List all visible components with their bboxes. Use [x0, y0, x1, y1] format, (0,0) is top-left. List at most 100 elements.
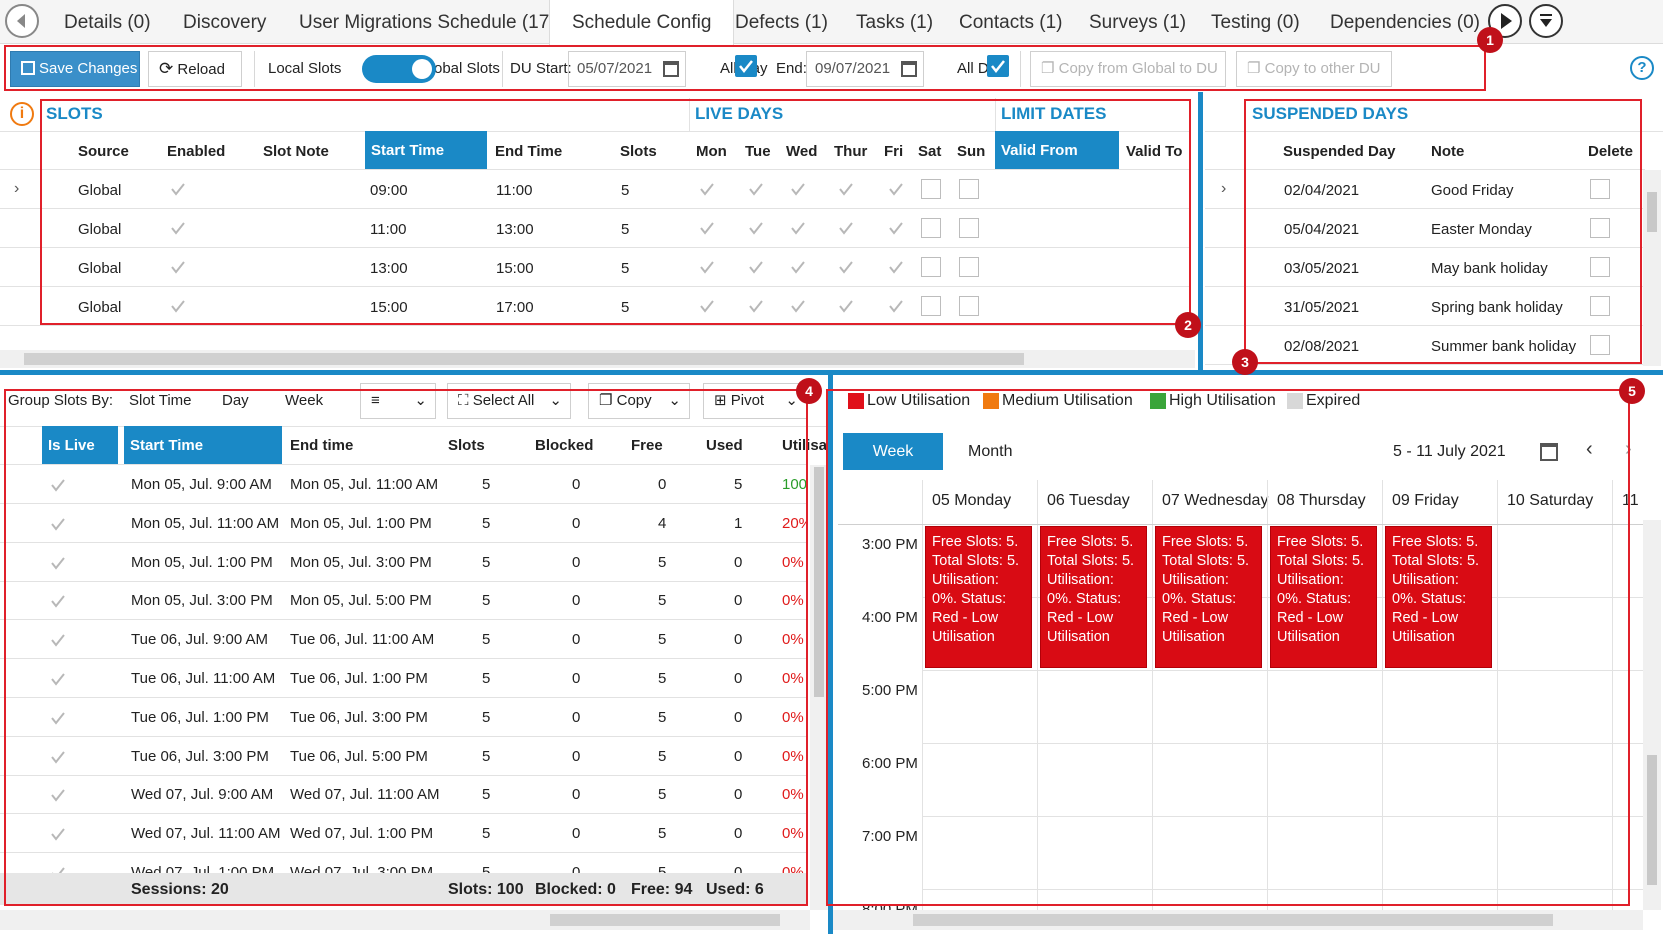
day-checkbox-unchecked[interactable]: [959, 218, 979, 238]
is-live-checkbox[interactable]: [48, 708, 68, 728]
delete-checkbox[interactable]: [1590, 296, 1610, 316]
col-slot-note[interactable]: Slot Note: [263, 143, 329, 160]
tab-details[interactable]: Details (0): [64, 12, 151, 33]
day-checkbox-checked[interactable]: [697, 296, 717, 316]
col-enabled[interactable]: Enabled: [167, 143, 226, 160]
day-checkbox-checked[interactable]: [886, 179, 906, 199]
is-live-checkbox[interactable]: [48, 747, 68, 767]
enabled-checkbox[interactable]: [168, 257, 188, 277]
delete-checkbox[interactable]: [1590, 218, 1610, 238]
month-view-button[interactable]: Month: [968, 443, 1013, 460]
bottom-splitter[interactable]: [828, 375, 833, 934]
day-checkbox-checked[interactable]: [788, 179, 808, 199]
scroll-thumb[interactable]: [24, 353, 1024, 365]
calendar-event-low-utilisation[interactable]: Free Slots: 5. Total Slots: 5. Utilisation…: [1270, 526, 1377, 668]
table-row[interactable]: Wed 07, Jul. 9:00 AM Wed 07, Jul. 11:00 A…: [0, 775, 808, 815]
col-note[interactable]: Note: [1431, 143, 1465, 160]
table-row[interactable]: Mon 05, Jul. 11:00 AM Mon 05, Jul. 1:00 P…: [0, 504, 808, 543]
du-start-all-day-checkbox[interactable]: [735, 55, 757, 77]
col-fri[interactable]: Fri: [884, 143, 904, 160]
col-thur[interactable]: Thur: [834, 143, 868, 160]
delete-checkbox[interactable]: [1590, 257, 1610, 277]
is-live-checkbox[interactable]: [48, 475, 68, 495]
du-start-date-input[interactable]: 05/07/2021: [568, 51, 686, 87]
suspended-row-expand[interactable]: ›: [1221, 180, 1227, 197]
col-valid-from[interactable]: Valid From: [995, 131, 1119, 169]
scroll-thumb[interactable]: [550, 914, 780, 926]
scroll-thumb[interactable]: [913, 914, 1553, 926]
day-checkbox-checked[interactable]: [746, 257, 766, 277]
col-slots[interactable]: Slots: [620, 143, 657, 160]
col-end-time[interactable]: End Time: [495, 143, 563, 160]
week-view-button[interactable]: Week: [843, 433, 943, 470]
enabled-checkbox[interactable]: [168, 296, 188, 316]
table-row[interactable]: Tue 06, Jul. 3:00 PM Tue 06, Jul. 5:00 PM…: [0, 737, 808, 776]
col-session-used[interactable]: Used: [706, 437, 743, 454]
tabs-dropdown-button[interactable]: [1529, 4, 1563, 38]
table-row[interactable]: Wed 07, Jul. 11:00 AM Wed 07, Jul. 1:00 P…: [0, 814, 808, 854]
col-session-free[interactable]: Free: [631, 437, 663, 454]
calendar-event-low-utilisation[interactable]: Free Slots: 5. Total Slots: 5. Utilisation…: [925, 526, 1032, 668]
is-live-checkbox[interactable]: [48, 863, 68, 873]
day-checkbox-checked[interactable]: [886, 296, 906, 316]
calendar-event-low-utilisation[interactable]: Free Slots: 5. Total Slots: 5. Utilisation…: [1040, 526, 1147, 668]
col-sat[interactable]: Sat: [918, 143, 942, 160]
day-checkbox-checked[interactable]: [836, 179, 856, 199]
day-checkbox-unchecked[interactable]: [921, 296, 941, 316]
back-button[interactable]: [5, 4, 39, 38]
tab-contacts[interactable]: Contacts (1): [959, 12, 1063, 33]
calendar-icon[interactable]: [901, 61, 917, 77]
day-checkbox-checked[interactable]: [836, 257, 856, 277]
end-all-day-checkbox[interactable]: [987, 55, 1009, 77]
scroll-thumb[interactable]: [1647, 192, 1657, 232]
table-row[interactable]: Mon 05, Jul. 9:00 AM Mon 05, Jul. 11:00 A…: [0, 465, 808, 504]
col-session-start-time[interactable]: Start Time: [124, 426, 282, 464]
sessions-vertical-scrollbar[interactable]: [810, 465, 828, 910]
day-checkbox-checked[interactable]: [788, 296, 808, 316]
scroll-thumb[interactable]: [1647, 755, 1657, 885]
col-suspended-day[interactable]: Suspended Day: [1283, 143, 1396, 160]
tab-user-migrations-schedule[interactable]: User Migrations Schedule (17): [299, 12, 556, 33]
tab-dependencies[interactable]: Dependencies (0): [1330, 12, 1480, 33]
col-start-time[interactable]: Start Time: [365, 131, 487, 169]
copy-button[interactable]: ❐ Copy ⌄: [588, 383, 690, 419]
calendar-vertical-scrollbar[interactable]: [1643, 520, 1661, 910]
delete-checkbox[interactable]: [1590, 179, 1610, 199]
is-live-checkbox[interactable]: [48, 553, 68, 573]
day-checkbox-checked[interactable]: [746, 296, 766, 316]
calendar-picker-icon[interactable]: [1540, 443, 1558, 461]
is-live-checkbox[interactable]: [48, 824, 68, 844]
col-wed[interactable]: Wed: [786, 143, 818, 160]
day-checkbox-checked[interactable]: [836, 296, 856, 316]
next-week-icon[interactable]: ›: [1625, 438, 1632, 460]
day-checkbox-unchecked[interactable]: [959, 179, 979, 199]
is-live-checkbox[interactable]: [48, 630, 68, 650]
day-checkbox-unchecked[interactable]: [959, 296, 979, 316]
col-tue[interactable]: Tue: [745, 143, 771, 160]
calendar-event-low-utilisation[interactable]: Free Slots: 5. Total Slots: 5. Utilisation…: [1385, 526, 1492, 668]
day-checkbox-checked[interactable]: [836, 218, 856, 238]
table-row[interactable]: Tue 06, Jul. 9:00 AM Tue 06, Jul. 11:00 A…: [0, 620, 808, 660]
help-icon[interactable]: ?: [1630, 56, 1654, 80]
delete-checkbox[interactable]: [1590, 335, 1610, 355]
day-checkbox-checked[interactable]: [697, 218, 717, 238]
col-mon[interactable]: Mon: [696, 143, 727, 160]
col-source[interactable]: Source: [78, 143, 129, 160]
day-checkbox-unchecked[interactable]: [959, 257, 979, 277]
calendar-icon[interactable]: [663, 61, 679, 77]
table-row[interactable]: Mon 05, Jul. 3:00 PM Mon 05, Jul. 5:00 PM…: [0, 581, 808, 621]
suspended-vertical-scrollbar[interactable]: [1643, 170, 1661, 366]
enabled-checkbox[interactable]: [168, 179, 188, 199]
day-checkbox-unchecked[interactable]: [921, 179, 941, 199]
col-session-blocked[interactable]: Blocked: [535, 437, 594, 454]
day-checkbox-checked[interactable]: [886, 218, 906, 238]
top-bottom-divider[interactable]: [0, 370, 1663, 375]
day-checkbox-unchecked[interactable]: [921, 218, 941, 238]
tab-defects[interactable]: Defects (1): [735, 12, 828, 33]
col-delete[interactable]: Delete: [1588, 143, 1634, 160]
col-session-slots[interactable]: Slots: [448, 437, 485, 454]
table-row[interactable]: Tue 06, Jul. 1:00 PM Tue 06, Jul. 3:00 PM…: [0, 698, 808, 737]
is-live-checkbox[interactable]: [48, 785, 68, 805]
day-checkbox-unchecked[interactable]: [921, 257, 941, 277]
previous-week-icon[interactable]: ‹: [1586, 438, 1593, 460]
